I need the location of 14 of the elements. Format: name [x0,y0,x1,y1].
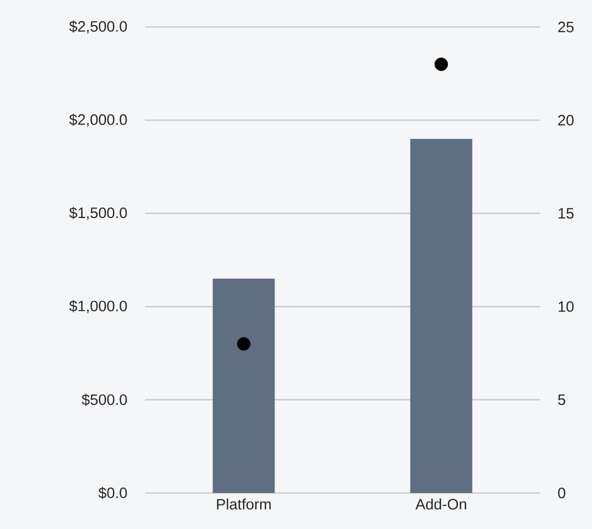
y2-tick-label: 20 [558,114,574,126]
y2-tick-label: 5 [558,394,566,406]
y-tick-label: $2,500.0 [69,20,127,34]
y2-tick-label: 10 [558,301,574,312]
x-tick-label: Platform [217,498,271,510]
y-tick-label: $500.0 [82,394,127,406]
y-tick-label: $2,000.0 [69,114,127,127]
y2-tick-label: 0 [558,488,566,498]
x-tick-label: Add-On [415,498,466,510]
y2-tick-label: 15 [558,208,574,219]
y-tick-label: $1,500.0 [69,206,127,220]
y2-tick-label: 25 [558,22,574,32]
y-tick-label: $0.0 [98,486,127,500]
y-tick-label: $1,000.0 [69,300,127,314]
